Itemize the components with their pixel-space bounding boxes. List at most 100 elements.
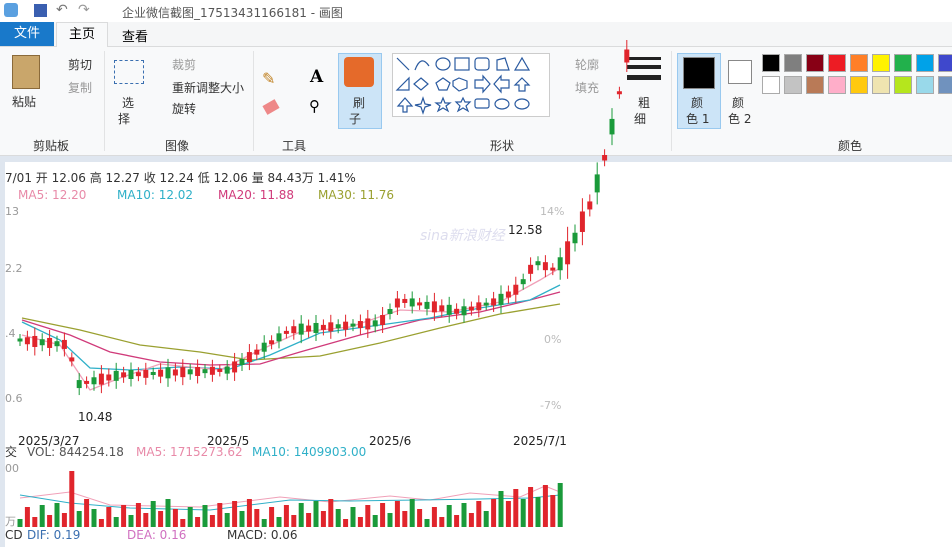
size[interactable]: 细 [634, 112, 647, 126]
candle-body [616, 91, 622, 95]
color-swatch[interactable] [806, 54, 824, 72]
color1-button[interactable]: 颜 色 1 [677, 53, 721, 129]
color-swatch[interactable] [828, 54, 846, 72]
view-tab[interactable]: 查看 [122, 30, 149, 45]
volume-bar [180, 519, 186, 527]
color-swatch[interactable] [806, 76, 824, 94]
candle-body [594, 174, 600, 193]
volume-bar [320, 511, 326, 527]
volume-bar [232, 501, 238, 527]
redo[interactable]: ↷ [78, 2, 90, 18]
color-swatch[interactable] [850, 76, 868, 94]
save-icon[interactable] [34, 4, 47, 17]
rotate[interactable]: 旋转 [172, 102, 197, 116]
volume-bar [335, 509, 341, 527]
date-label: 2025/3/27 [18, 434, 80, 448]
volume-bar [113, 517, 119, 527]
date-label: 2025/7/1 [513, 434, 567, 448]
candle-body [417, 302, 423, 306]
volume-bar [283, 505, 289, 527]
color2[interactable]: 颜 [732, 96, 745, 110]
fill[interactable]: 填充 [575, 81, 600, 95]
color-swatch[interactable] [784, 54, 802, 72]
candle-body [17, 338, 23, 342]
volume-bars [17, 471, 563, 527]
volume-bar [224, 513, 230, 527]
color-swatch[interactable] [938, 54, 952, 72]
candle-body [209, 366, 215, 375]
size-line [627, 57, 661, 60]
paste-icon[interactable] [12, 55, 40, 89]
cut[interactable]: 剪切 [68, 58, 93, 72]
ma10: MA10: 12.02 [117, 188, 193, 202]
file-tab[interactable]: 文件 [0, 22, 54, 46]
axis-label: -7% [540, 399, 561, 412]
dea: DEA: 0.16 [127, 528, 186, 542]
outline[interactable]: 轮廓 [575, 58, 600, 72]
candle-body [135, 372, 141, 377]
shapes-gallery[interactable] [392, 53, 550, 117]
volume-bar [17, 519, 23, 527]
brush-button[interactable]: 刷 子 [338, 53, 382, 129]
color-swatch[interactable] [762, 54, 780, 72]
volume-bar [165, 499, 171, 527]
candle-body [98, 373, 104, 385]
color-swatch[interactable] [828, 76, 846, 94]
date-label: 2025/6 [369, 434, 411, 448]
candle-body [254, 349, 260, 355]
candle-body [446, 304, 452, 315]
group-label: 图像 [165, 139, 190, 153]
select-icon[interactable] [114, 60, 144, 84]
color2[interactable]: 色 2 [728, 112, 752, 126]
pencil[interactable]: ✎ [262, 69, 276, 88]
candle-body [454, 308, 460, 314]
resize[interactable]: 重新调整大小 [172, 81, 245, 95]
copy[interactable]: 复制 [68, 81, 93, 95]
candle-body [217, 368, 223, 372]
paste[interactable]: 粘贴 [12, 95, 37, 109]
candle-body [306, 325, 312, 332]
ribbon: 粘贴 剪切 复制 剪贴板 选 择 裁剪 重新调整大小 旋转 图像 ✎ A ⚲ 工… [0, 47, 952, 156]
volume-bar [24, 507, 30, 527]
volume-bar [491, 499, 497, 527]
color-swatch[interactable] [938, 76, 952, 94]
volume-bar [520, 499, 526, 527]
candle-body [431, 301, 437, 313]
window-title: 企业微信截图_17513431166181 - 画图 [122, 6, 343, 20]
color-swatch[interactable] [894, 54, 912, 72]
color-swatch[interactable] [850, 54, 868, 72]
title-bar: ↶ ↷ 企业微信截图_17513431166181 - 画图 [0, 0, 952, 22]
select[interactable]: 选 [122, 96, 135, 110]
candle-body [380, 315, 386, 326]
color-swatch[interactable] [872, 54, 890, 72]
candle-body [113, 370, 119, 381]
color-swatch[interactable] [872, 76, 890, 94]
vol-ma10: MA10: 1409903.00 [252, 445, 366, 459]
color-swatch[interactable] [784, 76, 802, 94]
volume-bar [380, 503, 386, 527]
candle-body [224, 366, 230, 374]
text-tool[interactable]: A [310, 67, 324, 87]
volume-bar [528, 487, 534, 527]
volume-bar [128, 515, 134, 527]
home-tab[interactable]: 主页 [56, 22, 108, 48]
ma5-line [21, 267, 561, 391]
color-swatch[interactable] [762, 76, 780, 94]
size[interactable]: 粗 [638, 96, 651, 110]
candle-body [61, 339, 67, 349]
color-swatch[interactable] [894, 76, 912, 94]
candle-body [394, 298, 400, 308]
color2-swatch[interactable] [728, 60, 752, 84]
vol-label: 交 [5, 444, 17, 459]
undo[interactable]: ↶ [56, 2, 68, 18]
candle-body [320, 324, 326, 330]
magnifier[interactable]: ⚲ [309, 97, 320, 115]
color-swatch[interactable] [916, 54, 934, 72]
select[interactable]: 择 [118, 112, 131, 126]
candle-body [298, 323, 304, 335]
color-swatch[interactable] [916, 76, 934, 94]
crop[interactable]: 裁剪 [172, 58, 197, 72]
volume-bar [246, 499, 252, 527]
candle-body [328, 322, 334, 332]
volume-bar [454, 515, 460, 527]
